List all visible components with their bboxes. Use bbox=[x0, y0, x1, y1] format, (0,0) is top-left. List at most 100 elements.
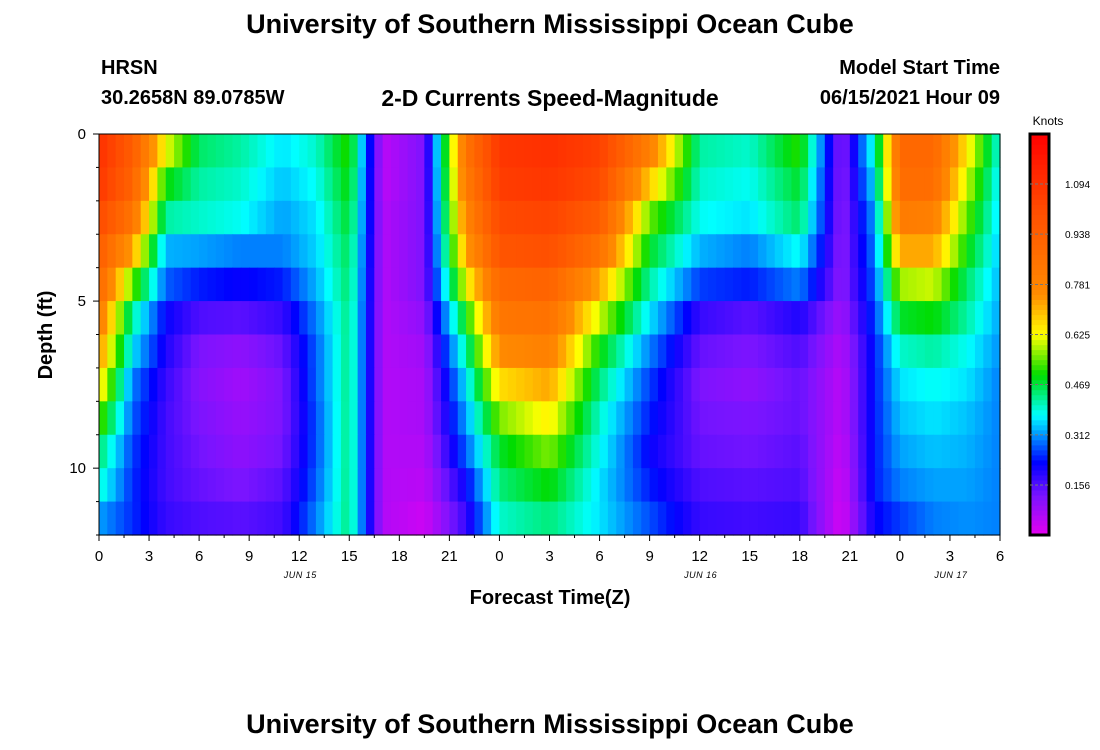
heat-cell bbox=[699, 501, 709, 536]
heat-cell bbox=[574, 267, 584, 302]
heat-cell bbox=[282, 234, 292, 269]
heat-cell bbox=[491, 334, 501, 369]
heat-cell bbox=[641, 367, 651, 402]
heat-cell bbox=[649, 267, 659, 302]
heat-cell bbox=[424, 301, 434, 336]
heat-cell bbox=[174, 301, 184, 336]
heat-cell bbox=[758, 367, 767, 402]
heat-cell bbox=[374, 334, 384, 369]
heat-cell bbox=[849, 367, 859, 402]
heat-cell bbox=[824, 234, 834, 269]
heat-cell bbox=[249, 234, 259, 269]
heat-cell bbox=[716, 200, 726, 235]
heat-cell bbox=[624, 167, 634, 202]
heat-cell bbox=[482, 200, 492, 235]
heat-cell bbox=[933, 267, 943, 302]
heat-cell bbox=[532, 301, 542, 336]
heat-cell bbox=[924, 501, 934, 536]
heat-cell bbox=[240, 167, 250, 202]
heat-cell bbox=[432, 401, 442, 436]
heat-cell bbox=[908, 468, 918, 503]
heat-cell bbox=[799, 200, 809, 235]
heat-cell bbox=[682, 501, 692, 536]
heat-cell bbox=[349, 200, 359, 235]
heat-cell bbox=[491, 167, 501, 202]
heat-cell bbox=[966, 167, 976, 202]
heat-cell bbox=[124, 200, 133, 235]
heat-cell bbox=[816, 267, 826, 302]
colorbar-swatch bbox=[1030, 344, 1049, 351]
heat-cell bbox=[424, 468, 434, 503]
heat-cell bbox=[332, 468, 342, 503]
heat-cell bbox=[499, 234, 509, 269]
heat-cell bbox=[791, 301, 801, 336]
heat-cell bbox=[649, 234, 659, 269]
heat-cell bbox=[799, 434, 809, 469]
colorbar-swatch bbox=[1030, 294, 1049, 301]
heat-cell bbox=[265, 434, 275, 469]
heat-cell bbox=[941, 367, 951, 402]
heat-cell bbox=[115, 434, 125, 469]
heat-cell bbox=[516, 301, 526, 336]
heat-cell bbox=[616, 401, 626, 436]
heat-cell bbox=[132, 200, 142, 235]
heat-cell bbox=[232, 234, 242, 269]
x-tick-label: 3 bbox=[545, 548, 553, 565]
heat-cell bbox=[240, 468, 250, 503]
heat-cell bbox=[666, 367, 676, 402]
heat-cell bbox=[99, 434, 108, 469]
heat-cell bbox=[232, 367, 242, 402]
heat-cell bbox=[432, 167, 442, 202]
heat-cell bbox=[691, 134, 701, 169]
heat-cell bbox=[958, 367, 968, 402]
colorbar-swatch bbox=[1030, 229, 1049, 235]
heat-cell bbox=[774, 501, 784, 536]
heat-cell bbox=[741, 468, 751, 503]
heat-cell bbox=[115, 234, 125, 269]
heat-cell bbox=[140, 367, 150, 402]
heat-cell bbox=[666, 200, 676, 235]
heat-cell bbox=[716, 501, 726, 536]
heat-cell bbox=[390, 401, 400, 436]
heat-cell bbox=[941, 134, 951, 169]
x-tick-label: 18 bbox=[791, 548, 808, 565]
heat-cell bbox=[791, 434, 801, 469]
heat-cell bbox=[841, 134, 851, 169]
heat-cell bbox=[357, 134, 367, 169]
heat-cell bbox=[607, 267, 617, 302]
x-tick-label: 6 bbox=[996, 548, 1004, 565]
heat-cell bbox=[215, 468, 225, 503]
heat-cell bbox=[99, 367, 108, 402]
heat-cell bbox=[349, 134, 359, 169]
heat-cell bbox=[240, 367, 250, 402]
heat-cell bbox=[532, 267, 542, 302]
heat-cell bbox=[390, 234, 400, 269]
heat-cell bbox=[257, 134, 267, 169]
heat-cell bbox=[641, 401, 651, 436]
heat-cell bbox=[149, 401, 158, 436]
heat-cell bbox=[966, 401, 976, 436]
heat-cell bbox=[733, 334, 742, 369]
heat-cell bbox=[491, 234, 501, 269]
heat-cell bbox=[674, 501, 684, 536]
heat-cell bbox=[933, 134, 943, 169]
heat-cell bbox=[783, 401, 793, 436]
heat-cell bbox=[140, 501, 150, 536]
x-tick-label: 3 bbox=[145, 548, 153, 565]
colorbar-swatch bbox=[1030, 504, 1049, 511]
heat-cell bbox=[783, 267, 793, 302]
heat-cell bbox=[149, 301, 158, 336]
heat-cell bbox=[315, 367, 325, 402]
heat-cell bbox=[332, 501, 342, 536]
heat-cell bbox=[983, 234, 993, 269]
heat-cell bbox=[582, 367, 592, 402]
heat-cell bbox=[190, 200, 200, 235]
heat-cell bbox=[858, 434, 868, 469]
heat-cell bbox=[899, 401, 909, 436]
heat-cell bbox=[441, 134, 450, 169]
x-tick-label: 3 bbox=[946, 548, 954, 565]
heat-cell bbox=[407, 234, 417, 269]
heat-cell bbox=[491, 200, 501, 235]
heat-cell bbox=[783, 234, 793, 269]
heat-cell bbox=[390, 468, 400, 503]
